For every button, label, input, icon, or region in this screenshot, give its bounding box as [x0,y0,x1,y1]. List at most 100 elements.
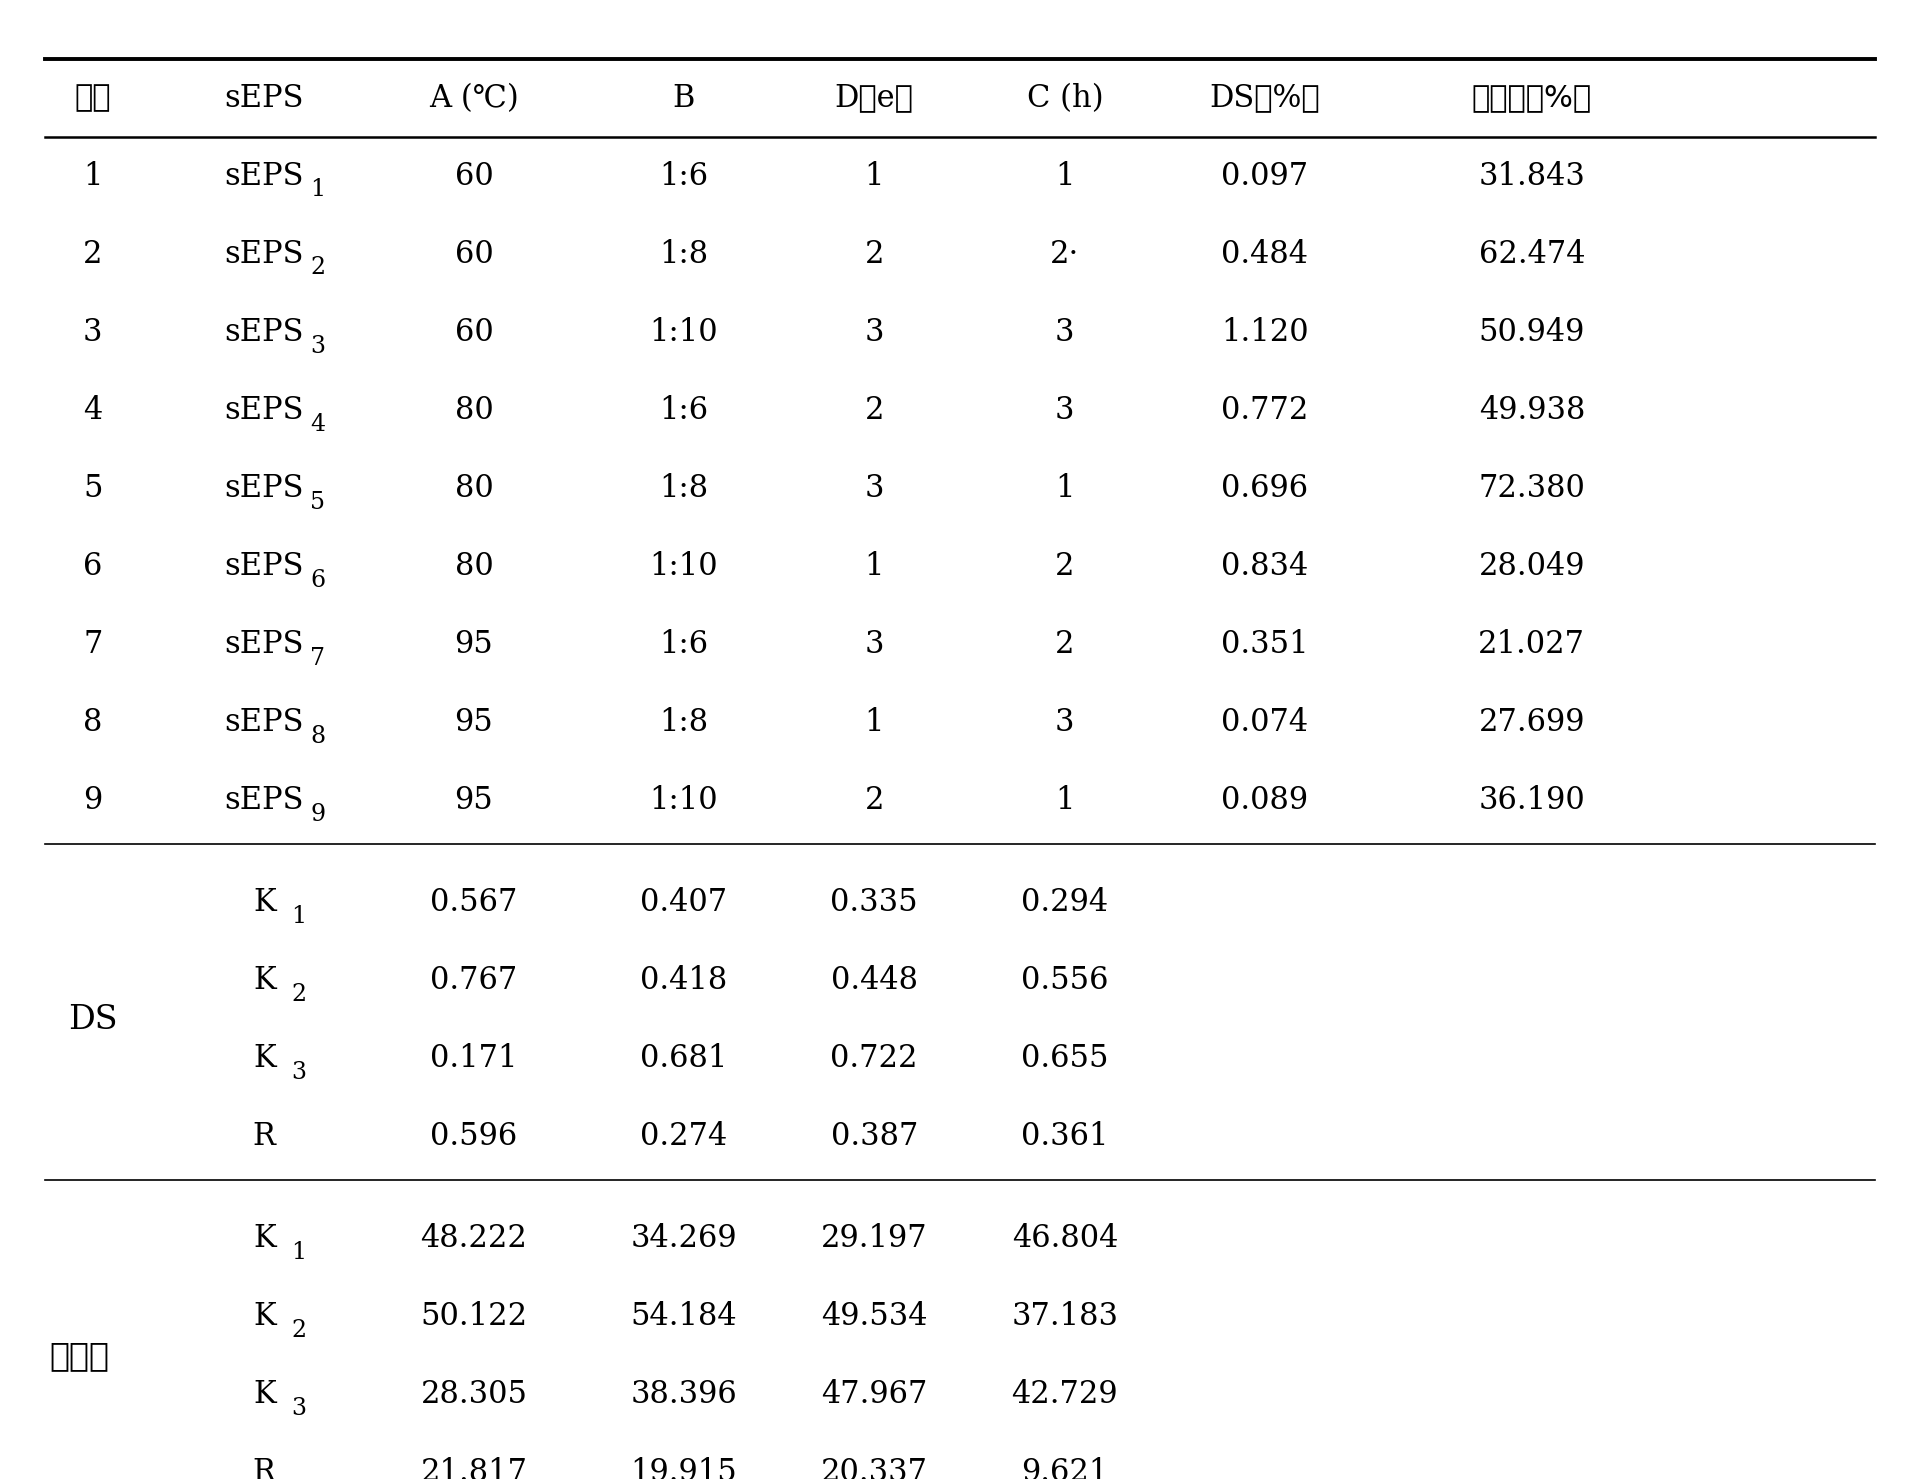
Text: 0.681: 0.681 [639,1043,728,1074]
Text: 0.387: 0.387 [831,1121,918,1152]
Text: sEPS: sEPS [225,161,303,192]
Text: 80: 80 [455,473,493,504]
Text: 0.696: 0.696 [1221,473,1309,504]
Text: 7: 7 [311,646,324,670]
Text: 2: 2 [1056,552,1075,583]
Text: 2·: 2· [1050,238,1079,269]
Text: 序号: 序号 [75,84,111,112]
Text: 7: 7 [83,629,102,660]
Text: 1:10: 1:10 [649,317,718,348]
Text: 62.474: 62.474 [1478,238,1586,269]
Text: sEPS: sEPS [225,317,303,348]
Text: 8: 8 [309,725,324,748]
Text: 1: 1 [1056,785,1075,816]
Text: 4: 4 [309,413,324,436]
Text: 0.171: 0.171 [430,1043,518,1074]
Text: 3: 3 [1056,395,1075,426]
Text: 54.184: 54.184 [630,1302,737,1333]
Text: 3: 3 [1056,317,1075,348]
Text: 2: 2 [864,395,883,426]
Text: sEPS: sEPS [225,785,303,816]
Text: sEPS: sEPS [225,629,303,660]
Text: 0.484: 0.484 [1221,238,1308,269]
Text: 50.122: 50.122 [420,1302,528,1333]
Text: 20.337: 20.337 [820,1457,927,1479]
Text: 1:8: 1:8 [659,707,708,738]
Text: 46.804: 46.804 [1012,1223,1117,1254]
Text: 8: 8 [83,707,102,738]
Text: 3: 3 [1056,707,1075,738]
Text: 1:6: 1:6 [659,161,708,192]
Text: 糖含量: 糖含量 [50,1338,109,1373]
Text: 0.089: 0.089 [1221,785,1309,816]
Text: sEPS: sEPS [225,238,303,269]
Text: 3: 3 [864,317,883,348]
Text: 3: 3 [864,629,883,660]
Text: 0.097: 0.097 [1221,161,1309,192]
Text: 1:8: 1:8 [659,238,708,269]
Text: C (h): C (h) [1027,83,1104,114]
Text: 2: 2 [292,984,305,1006]
Text: 49.938: 49.938 [1478,395,1586,426]
Text: 6: 6 [83,552,102,583]
Text: K: K [253,1223,276,1254]
Text: 2: 2 [864,238,883,269]
Text: 48.222: 48.222 [420,1223,528,1254]
Text: 1: 1 [292,905,305,927]
Text: 5: 5 [311,491,324,513]
Text: 1: 1 [1056,161,1075,192]
Text: 0.294: 0.294 [1021,887,1108,918]
Text: 9: 9 [83,785,102,816]
Text: 1: 1 [309,179,324,201]
Text: 47.967: 47.967 [822,1378,927,1409]
Text: 1:10: 1:10 [649,785,718,816]
Text: 72.380: 72.380 [1478,473,1586,504]
Text: 1:6: 1:6 [659,629,708,660]
Text: 2: 2 [1056,629,1075,660]
Text: 1:6: 1:6 [659,395,708,426]
Text: 0.722: 0.722 [831,1043,918,1074]
Text: K: K [253,966,276,997]
Text: sEPS: sEPS [225,707,303,738]
Text: 3: 3 [83,317,102,348]
Text: 0.361: 0.361 [1021,1121,1108,1152]
Text: 1.120: 1.120 [1221,317,1309,348]
Text: 0.274: 0.274 [639,1121,728,1152]
Text: 31.843: 31.843 [1478,161,1586,192]
Text: 2: 2 [864,785,883,816]
Text: 28.049: 28.049 [1478,552,1586,583]
Text: 1: 1 [864,161,883,192]
Text: 3: 3 [292,1060,305,1084]
Text: 1: 1 [83,161,102,192]
Text: 0.418: 0.418 [639,966,728,997]
Text: K: K [253,1378,276,1409]
Text: 6: 6 [309,569,324,592]
Text: sEPS: sEPS [225,395,303,426]
Text: 0.596: 0.596 [430,1121,518,1152]
Text: 1: 1 [292,1241,305,1263]
Text: 19.915: 19.915 [630,1457,737,1479]
Text: 0.567: 0.567 [430,887,518,918]
Text: sEPS: sEPS [225,83,303,114]
Text: 9: 9 [309,803,324,827]
Text: 0.351: 0.351 [1221,629,1309,660]
Text: 1: 1 [864,552,883,583]
Text: 80: 80 [455,552,493,583]
Text: 1:8: 1:8 [659,473,708,504]
Text: 0.556: 0.556 [1021,966,1108,997]
Text: 2: 2 [309,256,324,280]
Text: 42.729: 42.729 [1012,1378,1117,1409]
Text: 0.448: 0.448 [831,966,918,997]
Text: 0.772: 0.772 [1221,395,1309,426]
Text: 34.269: 34.269 [630,1223,737,1254]
Text: 95: 95 [455,707,493,738]
Text: 29.197: 29.197 [822,1223,927,1254]
Text: 3: 3 [311,334,324,358]
Text: 95: 95 [455,785,493,816]
Text: 95: 95 [455,629,493,660]
Text: 0.335: 0.335 [831,887,918,918]
Text: 5: 5 [83,473,102,504]
Text: 36.190: 36.190 [1478,785,1586,816]
Text: 4: 4 [83,395,102,426]
Text: 49.534: 49.534 [822,1302,927,1333]
